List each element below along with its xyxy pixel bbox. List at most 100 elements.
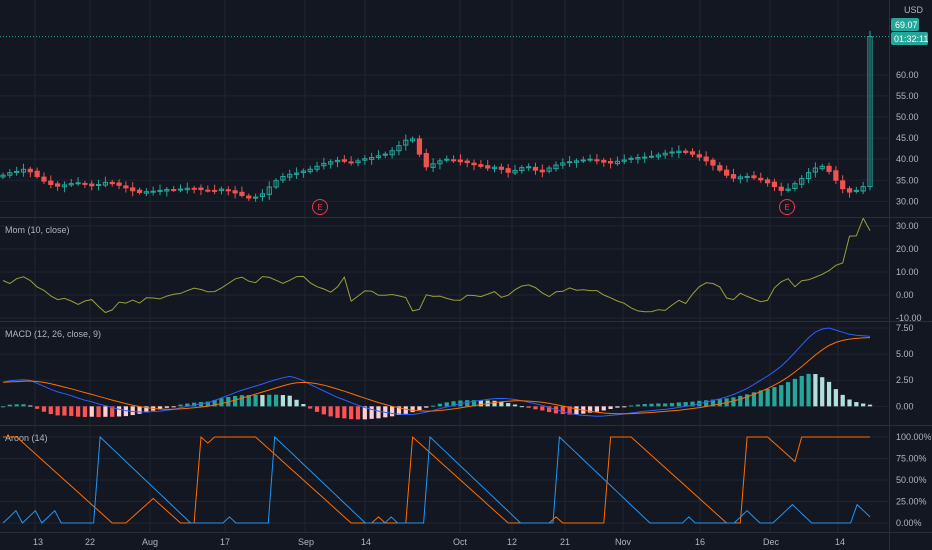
macd-histogram-bar xyxy=(492,400,497,407)
price-axis[interactable]: USD 60.00 55.00 50.00 45.00 40.00 35.00 30.00 … xyxy=(891,5,932,528)
candle xyxy=(594,154,600,165)
candle xyxy=(526,163,532,171)
earnings-marker-2[interactable]: E xyxy=(779,199,795,215)
macd-histogram-bar xyxy=(649,403,654,407)
macd-histogram-bar xyxy=(123,406,128,417)
candle xyxy=(348,156,354,166)
macd-histogram-bar xyxy=(710,399,716,407)
macd-histogram-bar xyxy=(390,406,395,417)
candle xyxy=(805,168,812,184)
candle xyxy=(478,160,484,169)
macd-histogram-bar xyxy=(82,406,88,417)
macd-histogram-bar xyxy=(89,406,94,417)
macd-histogram-bar xyxy=(731,397,736,407)
macd-histogram-bar xyxy=(683,402,688,407)
macd-histogram-bar xyxy=(799,375,804,407)
aroon-pane[interactable]: Aroon (14) xyxy=(2,433,871,524)
candle xyxy=(89,180,95,191)
candle xyxy=(102,176,109,188)
macd-tick-1: 5.00 xyxy=(896,349,914,359)
candle xyxy=(601,157,607,167)
earnings-marker-1[interactable]: E xyxy=(312,199,328,215)
time-tick-2: Aug xyxy=(142,537,158,547)
candle xyxy=(293,167,300,179)
candle xyxy=(519,165,525,174)
macd-histogram-bar xyxy=(369,406,374,419)
macd-histogram-bar xyxy=(185,403,190,407)
macd-histogram-bar xyxy=(362,406,367,420)
candle xyxy=(314,161,320,173)
macd-histogram-bar xyxy=(96,406,101,418)
macd-histogram-bar xyxy=(560,406,565,415)
candle xyxy=(225,186,231,196)
time-tick-12: 14 xyxy=(835,537,845,547)
candle xyxy=(457,154,464,166)
candle xyxy=(696,150,702,161)
macd-histogram-bar xyxy=(861,403,866,407)
candle xyxy=(539,164,545,178)
candle xyxy=(54,181,61,191)
macd-histogram-bar xyxy=(48,406,53,415)
candle xyxy=(191,185,197,194)
macd-histogram-bar xyxy=(751,392,757,407)
time-tick-10: 16 xyxy=(695,537,705,547)
momentum-tick-0: 30.00 xyxy=(896,221,919,231)
macd-histogram-bar xyxy=(335,406,340,418)
macd-histogram-bar xyxy=(628,405,634,407)
macd-histogram-bar xyxy=(840,394,845,407)
macd-histogram-bar xyxy=(280,395,286,407)
candle xyxy=(689,148,696,158)
macd-histogram-bar xyxy=(321,406,326,415)
time-tick-1: 22 xyxy=(85,537,95,547)
macd-histogram-bar xyxy=(7,404,12,407)
momentum-pane[interactable]: Mom (10, close) xyxy=(2,217,871,314)
candle xyxy=(321,157,327,170)
candle xyxy=(389,147,395,159)
macd-histogram-bar xyxy=(444,402,449,407)
candle xyxy=(27,166,33,178)
macd-histogram-bar xyxy=(144,406,149,413)
macd-histogram-bar xyxy=(253,395,258,407)
candle xyxy=(362,155,368,165)
last-price-value: 69.07 xyxy=(895,20,918,30)
macd-histogram-bar xyxy=(704,400,709,407)
macd-histogram-bar xyxy=(813,374,818,407)
candle xyxy=(430,158,436,173)
candle xyxy=(785,183,791,193)
candle xyxy=(710,157,716,171)
candle xyxy=(123,181,129,193)
macd-title: MACD (12, 26, close, 9) xyxy=(5,329,101,339)
price-tick-3: 45.00 xyxy=(896,133,919,143)
candle xyxy=(846,186,853,198)
macd-histogram-bar xyxy=(506,403,511,407)
candle xyxy=(212,184,218,195)
macd-histogram-bar xyxy=(717,399,722,407)
time-axis[interactable]: 13 22 Aug 17 Sep 14 Oct 12 21 Nov 16 Dec 14 xyxy=(33,537,845,547)
candle xyxy=(218,186,225,195)
macd-histogram-bar xyxy=(547,406,552,413)
candle xyxy=(573,158,580,168)
macd-histogram-bar xyxy=(765,388,770,407)
candle xyxy=(758,172,764,183)
candle xyxy=(82,180,88,188)
macd-pane[interactable]: MACD (12, 26, close, 9) xyxy=(0,327,873,420)
candle xyxy=(287,169,293,181)
macd-histogram-bar xyxy=(478,400,483,407)
macd-histogram-bar xyxy=(239,395,245,407)
macd-histogram-bar xyxy=(192,402,197,407)
macd-histogram-bar xyxy=(349,406,354,420)
price-pane[interactable]: E E xyxy=(0,30,889,215)
macd-histogram-bar xyxy=(14,404,19,407)
candle xyxy=(444,155,450,163)
macd-histogram-bar xyxy=(663,403,668,407)
candle xyxy=(737,174,743,184)
candle xyxy=(280,172,286,184)
macd-histogram-bar xyxy=(451,401,456,407)
candle xyxy=(764,177,771,187)
candle xyxy=(792,181,798,192)
macd-histogram-bar xyxy=(779,385,784,407)
candle xyxy=(75,177,81,186)
momentum-tick-4: -10.00 xyxy=(896,313,922,323)
